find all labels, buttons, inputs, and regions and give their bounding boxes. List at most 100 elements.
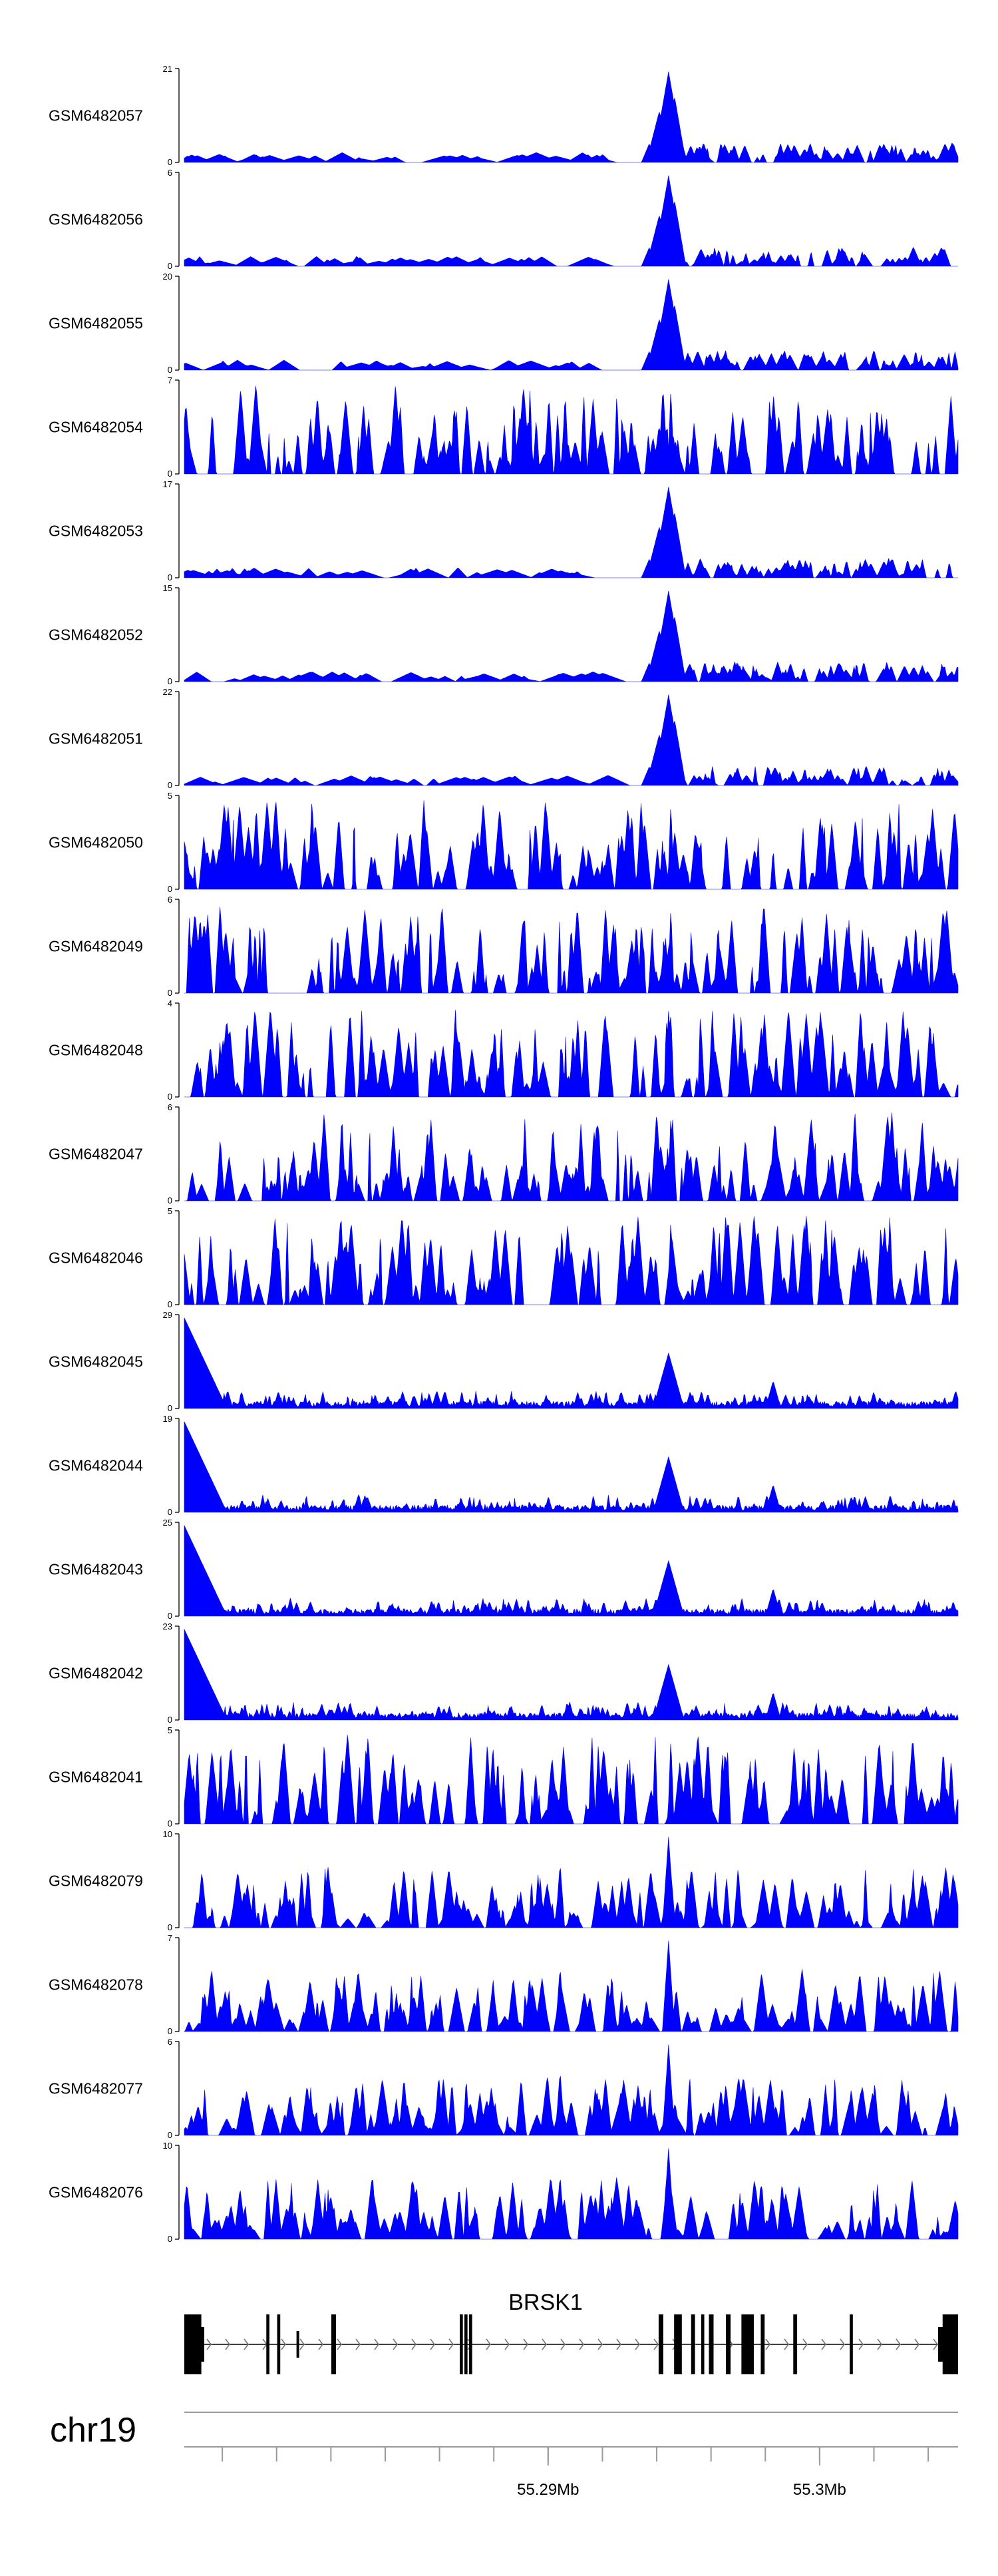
gene-utr <box>938 2327 958 2362</box>
y-axis-min-label: 0 <box>168 676 172 686</box>
coverage-area <box>184 1010 959 1098</box>
coverage-area <box>184 1735 959 1825</box>
track-label: GSM6482050 <box>49 834 143 851</box>
coverage-area <box>184 1112 959 1201</box>
strand-arrow <box>411 2338 416 2350</box>
scale-tick-label: 55.3Mb <box>793 2481 846 2499</box>
track-label: GSM6482044 <box>49 1457 143 1474</box>
track-GSM6482047: GSM6482047 6 0 <box>49 1102 959 1205</box>
y-axis-max-label: 6 <box>168 1102 172 1112</box>
track-GSM6482054: GSM6482054 7 0 <box>49 375 959 479</box>
strand-arrow <box>802 2338 808 2350</box>
track-label: GSM6482049 <box>49 938 143 955</box>
track-GSM6482045: GSM6482045 29 0 <box>49 1310 959 1413</box>
track-label: GSM6482076 <box>49 2184 143 2201</box>
y-axis-min-label: 0 <box>168 2026 172 2036</box>
y-axis-min-label: 0 <box>168 572 172 582</box>
y-axis-max-label: 6 <box>168 168 172 178</box>
y-axis-max-label: 7 <box>168 1933 172 1943</box>
strand-arrow <box>523 2338 528 2350</box>
gene-exon <box>793 2314 798 2374</box>
track-GSM6482056: GSM6482056 6 0 <box>49 168 959 271</box>
y-axis-max-label: 6 <box>168 895 172 905</box>
y-axis-max-label: 29 <box>163 1310 172 1320</box>
y-axis-max-label: 22 <box>163 687 172 697</box>
strand-arrow <box>337 2338 342 2350</box>
coverage-area <box>184 2148 959 2240</box>
track-GSM6482049: GSM6482049 6 0 <box>49 895 959 998</box>
coverage-area <box>184 1525 959 1617</box>
track-GSM6482078: GSM6482078 7 0 <box>49 1933 959 2036</box>
track-label: GSM6482053 <box>49 523 143 540</box>
track-label: GSM6482051 <box>49 730 143 748</box>
y-axis-min-label: 0 <box>168 1922 172 1932</box>
strand-arrow <box>225 2338 230 2350</box>
strand-arrow <box>597 2338 603 2350</box>
track-label: GSM6482047 <box>49 1146 143 1163</box>
track-label: GSM6482078 <box>49 1976 143 1994</box>
strand-arrow <box>616 2338 621 2350</box>
y-axis-min-label: 0 <box>168 1715 172 1725</box>
y-axis-max-label: 5 <box>168 1206 172 1216</box>
track-label: GSM6482054 <box>49 419 143 436</box>
y-axis-max-label: 17 <box>163 479 172 489</box>
strand-arrow <box>896 2338 901 2350</box>
track-GSM6482044: GSM6482044 19 0 <box>49 1414 959 1517</box>
y-axis-max-label: 6 <box>168 2037 172 2047</box>
strand-arrow <box>281 2338 286 2350</box>
strand-arrow <box>858 2338 864 2350</box>
track-label: GSM6482042 <box>49 1665 143 1682</box>
strand-arrow <box>206 2338 212 2350</box>
strand-arrow <box>393 2338 398 2350</box>
gene-exon <box>741 2314 754 2374</box>
track-label: GSM6482048 <box>49 1042 143 1059</box>
strand-arrow <box>448 2338 454 2350</box>
y-axis-min-label: 0 <box>168 1819 172 1828</box>
gene-exon <box>674 2314 682 2374</box>
gene-exon <box>331 2314 336 2374</box>
y-axis-min-label: 0 <box>168 469 172 479</box>
track-GSM6482055: GSM6482055 20 0 <box>49 272 959 375</box>
gene-exon <box>709 2314 714 2374</box>
coverage-area <box>184 1317 959 1409</box>
coverage-area <box>184 590 959 682</box>
strand-arrow <box>430 2338 435 2350</box>
scale-tick-label: 55.29Mb <box>517 2481 579 2499</box>
y-axis-max-label: 10 <box>163 2141 172 2151</box>
y-axis-max-label: 20 <box>163 272 172 282</box>
y-axis-max-label: 7 <box>168 375 172 385</box>
strand-arrow <box>244 2338 249 2350</box>
coverage-area <box>184 1629 959 1721</box>
y-axis-min-label: 0 <box>168 1299 172 1309</box>
track-GSM6482053: GSM6482053 17 0 <box>49 479 959 582</box>
track-label: GSM6482045 <box>49 1353 143 1371</box>
gene-exon <box>296 2331 299 2358</box>
y-axis-max-label: 25 <box>163 1518 172 1528</box>
strand-arrow <box>579 2338 584 2350</box>
y-axis-min-label: 0 <box>168 1195 172 1205</box>
y-axis-min-label: 0 <box>168 2234 172 2244</box>
coverage-area <box>184 1421 959 1513</box>
strand-arrow <box>914 2338 919 2350</box>
gene-utr <box>184 2327 204 2362</box>
gene-exon <box>691 2314 695 2374</box>
strand-arrow <box>504 2338 510 2350</box>
track-GSM6482051: GSM6482051 22 0 <box>49 687 959 790</box>
gene-exon <box>468 2314 472 2374</box>
strand-arrow <box>318 2338 323 2350</box>
track-label: GSM6482057 <box>49 107 143 124</box>
y-axis-min-label: 0 <box>168 261 172 271</box>
y-axis-max-label: 10 <box>163 1829 172 1839</box>
track-GSM6482076: GSM6482076 10 0 <box>49 2141 959 2244</box>
strand-arrow <box>653 2338 659 2350</box>
gene-exon <box>701 2314 705 2374</box>
strand-arrow <box>877 2338 882 2350</box>
y-axis-min-label: 0 <box>168 365 172 375</box>
gene-exon <box>277 2314 281 2374</box>
y-axis-max-label: 21 <box>163 64 172 74</box>
y-axis-max-label: 4 <box>168 998 172 1008</box>
coverage-area <box>184 175 959 267</box>
gene-exon <box>460 2314 463 2374</box>
chromosome-label: chr19 <box>50 2411 136 2450</box>
